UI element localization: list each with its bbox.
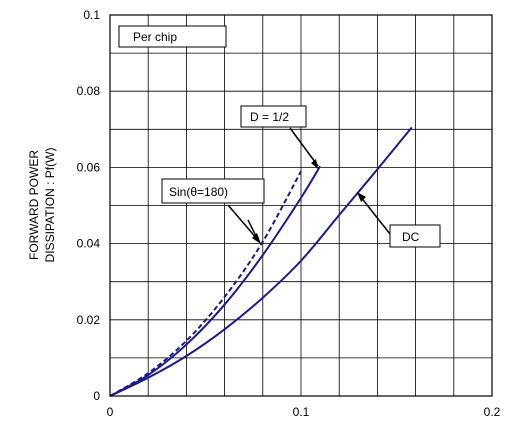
- y-axis-label-line-2: DISSIPATION : Pf(W): [43, 148, 57, 263]
- series-line-sin: [109, 170, 302, 397]
- x-tick-label: 0.2: [484, 405, 501, 419]
- x-tick-label: 0: [107, 405, 114, 419]
- y-tick-label: 0: [93, 389, 100, 403]
- plot-frame: [109, 14, 493, 397]
- y-tick-label: 0.02: [77, 313, 101, 327]
- y-tick-label: 0.1: [83, 8, 100, 22]
- y-axis-label: FORWARD POWER DISSIPATION : Pf(W): [27, 148, 57, 263]
- d-half-arrow: [289, 127, 319, 167]
- dc-arrow: [359, 195, 391, 235]
- d-half-label: D = 1/2: [250, 110, 289, 124]
- y-tick-label: 0.04: [77, 237, 101, 251]
- sin-box: [161, 178, 265, 204]
- y-tick-labels: 0 0.02 0.04 0.06 0.08 0.1: [77, 8, 101, 403]
- dc-label: DC: [402, 230, 420, 244]
- dc-arrowhead: [357, 192, 366, 202]
- series-curves: [109, 126, 413, 397]
- per-chip-box: [118, 25, 227, 48]
- sin-label: Sin(θ=180): [169, 185, 228, 199]
- y-tick-label: 0.06: [77, 160, 101, 174]
- sin-arrowhead: [252, 233, 261, 244]
- y-tick-label: 0.08: [77, 84, 101, 98]
- sin-arrow: [227, 204, 259, 241]
- annotations: Per chip D = 1/2 Sin(θ=180) DC: [118, 25, 441, 248]
- x-tick-labels: 0 0.1 0.2: [107, 405, 501, 419]
- dc-box: [389, 224, 441, 248]
- x-tick-label: 0.1: [293, 405, 310, 419]
- y-axis-label-line-1: FORWARD POWER: [27, 150, 41, 260]
- grid-lines: [110, 15, 492, 396]
- d-half-arrowhead: [311, 159, 318, 169]
- d-half-box: [240, 105, 307, 128]
- series-line-d-half: [109, 165, 321, 397]
- series-line-dc: [109, 126, 413, 397]
- per-chip-label: Per chip: [133, 30, 177, 44]
